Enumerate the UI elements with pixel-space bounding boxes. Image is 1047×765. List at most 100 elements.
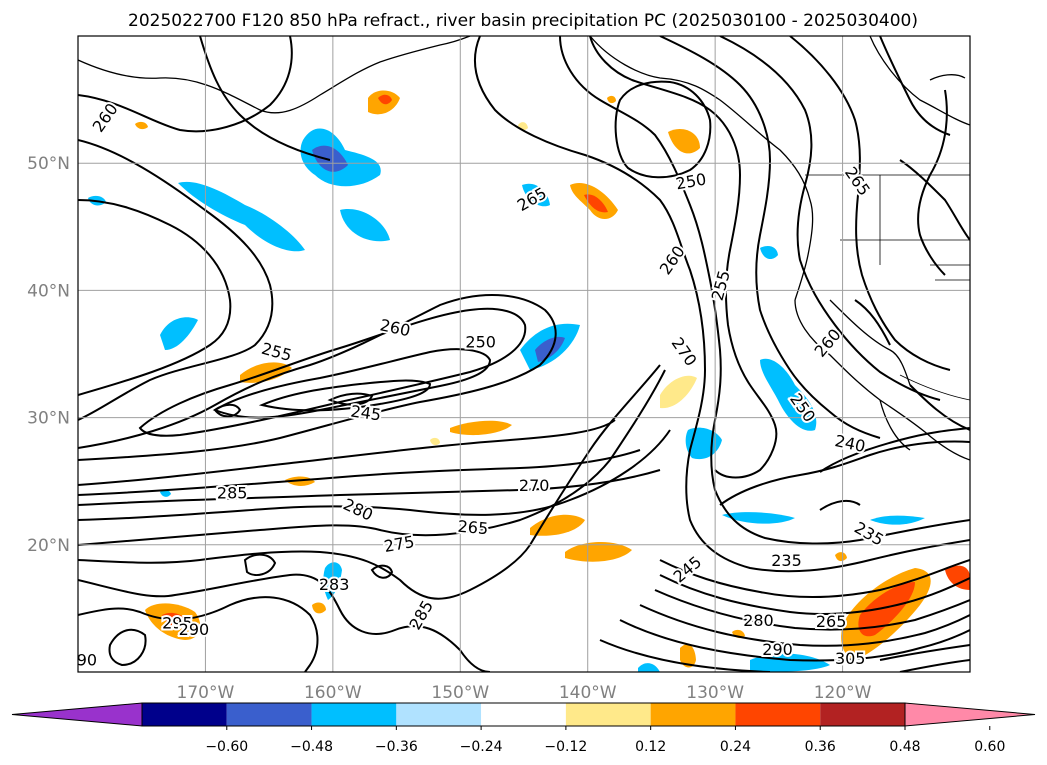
contour-label: 270 xyxy=(6,248,42,280)
negative-anomaly-patch xyxy=(160,489,171,497)
contour-label: 290 xyxy=(762,640,793,659)
coastline xyxy=(869,36,970,126)
contour-line xyxy=(909,384,970,431)
contour-line xyxy=(138,307,527,437)
contour-line xyxy=(599,639,771,672)
coastline xyxy=(929,74,966,81)
colorbar-tick-label: −0.36 xyxy=(375,739,418,755)
colorbar-segment xyxy=(396,703,482,726)
positive-anomaly-patch xyxy=(858,582,915,637)
colorbar-segment xyxy=(226,703,312,726)
contour-line xyxy=(589,36,778,479)
contour-line xyxy=(639,604,970,647)
contour-line xyxy=(258,379,432,412)
positive-anomaly-patch xyxy=(450,420,512,436)
contour-line xyxy=(78,293,557,461)
colorbar-segment xyxy=(142,703,227,726)
contour-line xyxy=(78,139,274,421)
positive-anomaly-patch xyxy=(660,375,697,409)
positive-anomaly-patch xyxy=(312,602,326,614)
y-tick-label: 50°N xyxy=(27,154,70,174)
contour-line xyxy=(854,299,891,346)
colorbar-tick-label: −0.48 xyxy=(290,739,333,755)
contour-line xyxy=(819,427,970,473)
x-tick-label: 170°W xyxy=(177,683,235,703)
positive-anomaly-patch xyxy=(565,541,632,562)
map-area: 2602652702552602502452852802752652702652… xyxy=(6,35,971,673)
y-tick-label: 20°N xyxy=(27,536,70,556)
contour-line xyxy=(370,564,394,579)
negative-anomaly-patch xyxy=(160,317,198,350)
colorbar-tick-label: 0.48 xyxy=(889,739,920,755)
colorbar-segment xyxy=(735,703,821,726)
y-tick-label: 40°N xyxy=(27,281,70,301)
positive-anomaly-patch xyxy=(162,612,190,629)
contour-line xyxy=(917,89,948,276)
shaded-field xyxy=(88,90,970,672)
contour-label: 270 xyxy=(519,476,550,495)
contour-line xyxy=(879,644,970,661)
contour-line xyxy=(614,80,712,179)
contour-label: 295 xyxy=(162,613,193,632)
colorbar-segment xyxy=(481,703,566,726)
map-frame xyxy=(77,35,971,673)
contour-label: 250 xyxy=(465,332,496,351)
colorbar: −0.60 −0.48 −0.36 −0.24 −0.12 0.12 0.24 0.36 0.4… xyxy=(11,702,1036,755)
contour-line xyxy=(78,199,232,396)
contour-label: 290 xyxy=(179,620,210,639)
negative-anomaly-patch xyxy=(760,246,778,260)
positive-anomaly-patch xyxy=(584,194,608,213)
contour-line xyxy=(654,589,970,631)
colorbar-segment xyxy=(311,703,397,726)
contour-line xyxy=(327,392,374,406)
contour-line xyxy=(78,449,641,496)
x-tick-label: 140°W xyxy=(559,683,617,703)
contour-line xyxy=(78,596,319,672)
contour-line xyxy=(199,36,331,161)
negative-anomaly-patch xyxy=(760,358,817,431)
contour-line xyxy=(719,36,941,401)
contour-line xyxy=(899,659,970,672)
contours xyxy=(78,36,970,672)
positive-anomaly-patch xyxy=(430,437,440,446)
negative-anomaly-patch xyxy=(312,145,348,172)
contour-label: 265 xyxy=(816,612,847,631)
contour-line xyxy=(108,628,147,667)
negative-anomaly-patch xyxy=(722,512,795,524)
contour-line xyxy=(78,429,671,521)
contour-label: 290 xyxy=(67,650,98,669)
colorbar-tick-label: 0.36 xyxy=(805,739,836,755)
contour-line xyxy=(789,36,951,371)
x-tick-label: 130°W xyxy=(686,683,744,703)
chart-title: 2025022700 F120 850 hPa refract., river … xyxy=(128,11,918,31)
x-tick-label: 120°W xyxy=(814,683,872,703)
contour-line xyxy=(879,36,951,136)
contour-label: 280 xyxy=(743,611,774,630)
negative-anomaly-patch xyxy=(870,515,925,525)
colorbar-tick-label: 0.60 xyxy=(974,739,1005,755)
gridlines xyxy=(78,36,970,672)
y-axis-ticks: 50°N 40°N 30°N 20°N xyxy=(27,154,70,556)
contour-line xyxy=(78,36,293,133)
positive-anomaly-patch xyxy=(680,644,696,668)
contour-label: 305 xyxy=(835,649,866,668)
contour-line xyxy=(78,419,616,486)
contour-line xyxy=(78,364,661,600)
x-axis-ticks: 170°W 160°W 150°W 140°W 130°W 120°W xyxy=(177,683,872,703)
contour-label: 235 xyxy=(771,551,802,570)
negative-anomaly-patch xyxy=(638,663,660,672)
positive-anomaly-patch xyxy=(945,565,970,590)
colorbar-segment xyxy=(650,703,736,726)
contour-line xyxy=(619,619,970,662)
positive-anomaly-patch xyxy=(607,95,616,104)
contour-label: 283 xyxy=(319,575,350,594)
coastline xyxy=(78,36,471,114)
contour-line xyxy=(559,36,970,545)
positive-anomaly-patch xyxy=(668,128,700,154)
colorbar-tick-label: −0.24 xyxy=(460,739,503,755)
contour-line xyxy=(78,369,666,546)
colorbar-extend-high xyxy=(904,702,1036,727)
contour-line xyxy=(213,403,242,418)
colorbar-segment xyxy=(565,703,651,726)
